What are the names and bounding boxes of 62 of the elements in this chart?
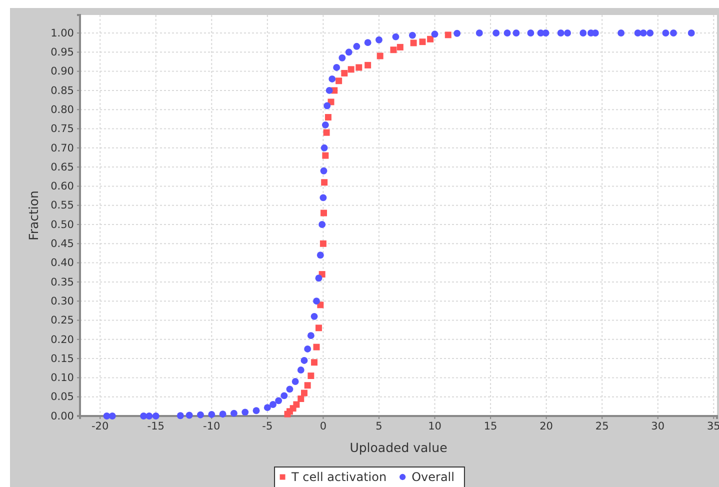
point [356, 64, 362, 71]
x-tick-label: -10 [203, 420, 220, 432]
point [304, 382, 311, 389]
y-tick-label: 0.50 [50, 218, 74, 231]
point [324, 114, 332, 120]
y-tick-label: 0.45 [50, 238, 74, 250]
y-tick-label: 0.75 [50, 123, 74, 136]
y-tick-label: 0.95 [50, 46, 74, 59]
point [419, 38, 426, 46]
point [444, 32, 452, 38]
point [341, 70, 348, 76]
point [323, 129, 330, 136]
x-tick-label: 15 [484, 420, 498, 432]
y-tick-label: 0.65 [50, 161, 74, 174]
y-tick-label: 0.90 [50, 66, 74, 78]
x-tick-label: -5 [262, 420, 273, 432]
point [320, 240, 326, 247]
y-tick-label: 0.60 [50, 180, 74, 193]
point [376, 52, 384, 60]
point [348, 66, 354, 73]
point [300, 390, 308, 396]
y-tick-label: 0.20 [50, 334, 74, 346]
x-tick-label: 25 [595, 420, 609, 432]
point [298, 396, 304, 402]
point [390, 46, 397, 54]
point [396, 44, 404, 50]
y-tick-label: 0.55 [50, 200, 74, 212]
point [293, 401, 300, 408]
y-tick-label: 0.25 [50, 314, 74, 327]
legend-label: T cell activation [290, 470, 387, 484]
point [364, 62, 372, 68]
y-tick-label: 0.80 [50, 104, 74, 116]
point [321, 179, 328, 186]
y-tick-label: 0.10 [50, 372, 74, 384]
point [308, 372, 314, 380]
point [427, 36, 434, 42]
y-tick-label: 0.85 [50, 84, 74, 97]
x-tick-label: -20 [92, 420, 109, 432]
point [311, 359, 318, 366]
x-tick-label: 10 [428, 420, 442, 432]
point [313, 344, 320, 350]
point [315, 324, 322, 332]
y-tick-label: 0.00 [50, 410, 74, 422]
x-tick-label: -15 [147, 420, 164, 432]
legend-label: Overall [412, 470, 454, 484]
x-tick-label: 30 [651, 420, 665, 432]
y-tick-label: 0.40 [50, 257, 74, 270]
point [322, 152, 329, 159]
x-axis-title: Uploaded value [350, 440, 448, 455]
point [410, 40, 417, 46]
point [320, 210, 327, 216]
y-tick-label: 0.15 [50, 352, 74, 365]
y-tick-label: 0.35 [50, 276, 74, 288]
x-tick-label: 0 [320, 420, 327, 432]
y-tick-label: 0.70 [50, 142, 74, 154]
y-tick-label: 0.05 [50, 391, 74, 404]
y-tick-label: 0.30 [50, 295, 74, 308]
y-tick-label: 1.00 [50, 27, 74, 40]
y-axis-title: Fraction [26, 190, 41, 240]
x-tick-label: 20 [540, 420, 554, 432]
x-tick-label: 5 [376, 420, 382, 432]
point [336, 78, 342, 84]
